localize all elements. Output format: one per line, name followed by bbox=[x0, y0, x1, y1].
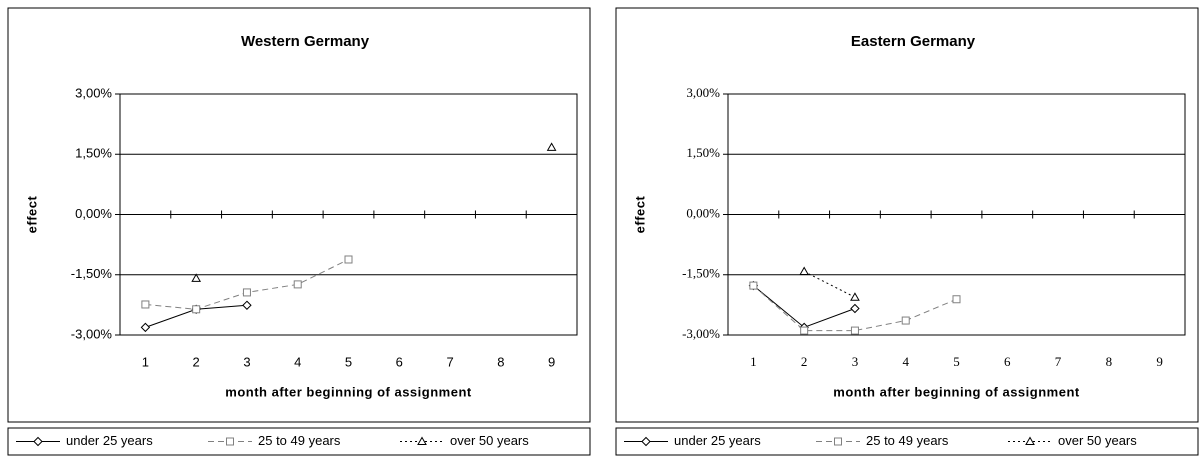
y-tick-label: 3,00% bbox=[75, 85, 112, 100]
marker bbox=[800, 326, 809, 335]
chart-panel: Western Germany -3,00% -1,50% 0,00% 1,50% 3,0… bbox=[7, 7, 591, 456]
y-tick-label: -1,50% bbox=[682, 266, 720, 281]
legend-marker bbox=[33, 436, 43, 447]
marker bbox=[192, 305, 201, 314]
x-tick-label: 7 bbox=[1055, 354, 1062, 369]
x-tick-label: 3 bbox=[243, 354, 250, 369]
marker bbox=[546, 142, 557, 151]
legend-label: 25 to 49 years bbox=[258, 433, 341, 448]
marker bbox=[850, 303, 860, 314]
marker bbox=[952, 295, 961, 304]
legend-marker bbox=[1025, 436, 1035, 445]
marker bbox=[799, 266, 810, 276]
x-tick-label: 2 bbox=[801, 354, 808, 369]
marker bbox=[850, 326, 859, 335]
marker bbox=[749, 281, 758, 290]
y-axis-label: effect bbox=[24, 195, 39, 233]
marker bbox=[344, 255, 353, 264]
y-tick-label: 0,00% bbox=[686, 205, 720, 220]
x-tick-label: 9 bbox=[548, 354, 555, 369]
x-tick-label: 9 bbox=[1156, 354, 1163, 369]
x-tick-label: 5 bbox=[345, 354, 352, 369]
x-tick-label: 2 bbox=[193, 354, 200, 369]
legend-label: under 25 years bbox=[66, 433, 153, 448]
x-tick-label: 5 bbox=[953, 354, 960, 369]
legend bbox=[615, 427, 1199, 456]
chart-panel: Eastern Germany -3,00% -1,50% 0,00% 1,50% 3,0… bbox=[615, 7, 1199, 456]
y-tick-label: 3,00% bbox=[686, 85, 720, 100]
y-tick-label: 1,50% bbox=[686, 145, 720, 160]
x-tick-label: 8 bbox=[1106, 354, 1113, 369]
marker bbox=[242, 288, 251, 297]
marker bbox=[191, 273, 202, 282]
marker bbox=[901, 316, 910, 325]
marker bbox=[850, 292, 860, 301]
x-tick-label: 4 bbox=[294, 354, 301, 369]
marker bbox=[140, 322, 151, 333]
chart-title: Western Germany bbox=[241, 33, 370, 50]
x-tick-label: 4 bbox=[902, 354, 909, 369]
chart-title: Eastern Germany bbox=[851, 33, 976, 50]
y-tick-label: 0,00% bbox=[75, 206, 112, 221]
x-axis-label: month after beginning of assignment bbox=[833, 384, 1080, 399]
y-tick-label: 1,50% bbox=[75, 146, 112, 161]
legend-label: 25 to 49 years bbox=[866, 433, 949, 448]
y-tick-label: -1,50% bbox=[71, 266, 113, 281]
legend-marker bbox=[834, 437, 842, 446]
x-tick-label: 1 bbox=[750, 354, 757, 369]
y-tick-label: -3,00% bbox=[682, 326, 720, 341]
legend-label: under 25 years bbox=[674, 433, 761, 448]
legend bbox=[7, 427, 591, 456]
marker bbox=[242, 300, 252, 310]
marker bbox=[141, 300, 150, 309]
y-axis-label: effect bbox=[632, 195, 647, 233]
x-tick-label: 8 bbox=[497, 354, 504, 369]
legend-label: over 50 years bbox=[450, 433, 529, 448]
x-tick-label: 3 bbox=[852, 354, 859, 369]
legend-label: over 50 years bbox=[1058, 433, 1137, 448]
x-tick-label: 1 bbox=[142, 354, 149, 369]
x-tick-label: 7 bbox=[446, 354, 453, 369]
legend-marker bbox=[417, 436, 427, 445]
legend-marker bbox=[641, 436, 651, 447]
x-tick-label: 6 bbox=[1004, 354, 1011, 369]
x-axis-label: month after beginning of assignment bbox=[225, 384, 472, 399]
marker bbox=[293, 280, 302, 289]
y-tick-label: -3,00% bbox=[71, 326, 113, 341]
x-tick-label: 6 bbox=[396, 354, 403, 369]
series-line bbox=[753, 285, 957, 332]
legend-marker bbox=[226, 437, 234, 446]
